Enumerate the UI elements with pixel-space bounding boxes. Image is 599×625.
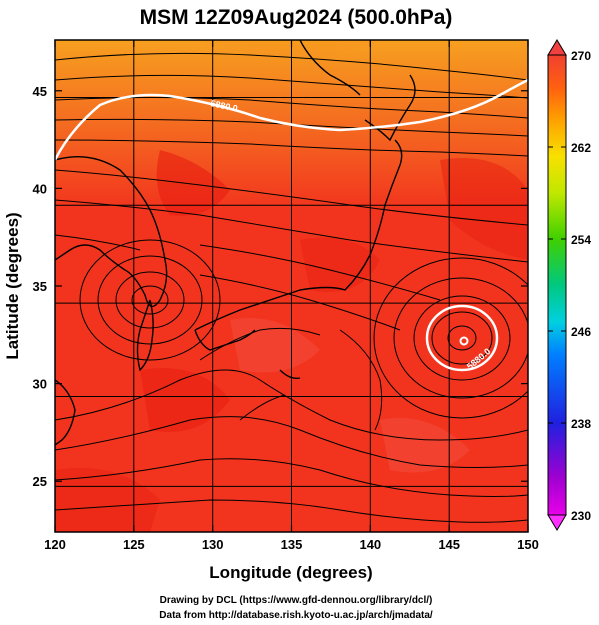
x-axis-label: Longitude (degrees) bbox=[209, 563, 372, 582]
x-axis-ticks: 120 125 130 135 140 145 150 bbox=[44, 40, 539, 552]
x-tick-label: 130 bbox=[202, 537, 224, 552]
colorbar-tick-label: 270 bbox=[571, 49, 591, 63]
credit-drawing: Drawing by DCL (https://www.gfd-dennou.o… bbox=[160, 595, 433, 606]
y-tick-label: 40 bbox=[33, 181, 47, 196]
colorbar-tick-label: 262 bbox=[571, 141, 591, 155]
colorbar-top-arrow bbox=[547, 39, 567, 56]
temperature-field: 5880.0 5880.0 bbox=[55, 40, 528, 532]
y-axis-ticks: 25 30 35 40 45 bbox=[33, 84, 528, 489]
y-tick-label: 25 bbox=[33, 474, 47, 489]
x-tick-label: 135 bbox=[281, 537, 303, 552]
x-tick-label: 150 bbox=[517, 537, 539, 552]
figure-title: MSM 12Z09Aug2024 (500.0hPa) bbox=[140, 6, 453, 29]
credit-data: Data from http://database.rish.kyoto-u.a… bbox=[159, 610, 433, 621]
y-tick-label: 35 bbox=[33, 279, 47, 294]
streamlines bbox=[55, 52, 528, 523]
x-tick-label: 125 bbox=[123, 537, 145, 552]
coastlines bbox=[55, 40, 416, 446]
colorbar-ticks: 230 238 246 254 262 270 bbox=[548, 49, 591, 523]
colorbar-tick-label: 254 bbox=[571, 233, 591, 247]
y-axis-label: Latitude (degrees) bbox=[3, 212, 22, 359]
x-tick-label: 145 bbox=[438, 537, 460, 552]
x-tick-label: 140 bbox=[359, 537, 381, 552]
colorbar-bottom-arrow bbox=[547, 514, 567, 531]
y-tick-label: 30 bbox=[33, 377, 47, 392]
colorbar-body bbox=[547, 54, 567, 516]
y-tick-label: 45 bbox=[33, 84, 47, 99]
colorbar: 230 238 246 254 262 270 bbox=[547, 39, 591, 531]
x-tick-label: 120 bbox=[44, 537, 66, 552]
colorbar-tick-label: 230 bbox=[571, 509, 591, 523]
colorbar-tick-label: 238 bbox=[571, 417, 591, 431]
colorbar-tick-label: 246 bbox=[571, 325, 591, 339]
